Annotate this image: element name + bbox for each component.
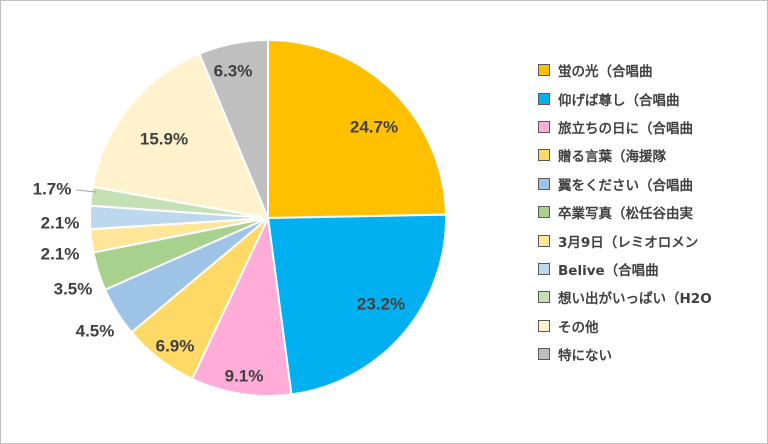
data-label: 24.7% [350,117,398,136]
pie-slice [267,38,447,220]
data-label: 15.9% [140,129,188,148]
legend-label: 蛍の光（合唱曲 [558,64,653,81]
pie-slice [198,38,269,219]
legend-label: 想い出がいっぱい（H2O [558,291,712,308]
legend-entry: 3月9日（レミオロメン [538,226,763,254]
legend-swatch [538,120,550,133]
legend-label: 旅立ちの日に（合唱曲 [558,120,693,137]
legend-entry: 贈る言葉（海援隊 [538,141,763,169]
data-label: 9.1% [225,366,264,385]
legend-swatch [538,234,550,247]
leader-line [75,189,97,193]
legend-entry: 想い出がいっぱい（H2O [538,283,763,311]
legend-swatch [538,64,550,77]
legend-label: 翼をください（合唱曲 [558,177,693,194]
legend-label: 贈る言葉（海援隊 [558,149,666,166]
legend-label: 仰げば尊し（合唱曲 [558,92,680,109]
legend-entry: その他 [538,312,763,340]
legend-label: 3月9日（レミオロメン [558,234,699,251]
legend-entry: 旅立ちの日に（合唱曲 [538,113,763,141]
data-label: 6.9% [156,336,195,355]
legend: 蛍の光（合唱曲仰げば尊し（合唱曲 旅立ちの日に（合唱曲 贈る言葉（海援隊翼をください… [538,56,763,368]
legend-swatch [538,177,550,190]
data-label: 4.5% [76,321,115,340]
legend-entry: 特にない [538,340,763,368]
legend-entry: 仰げば尊し（合唱曲 [538,84,763,112]
legend-entry: 翼をください（合唱曲 [538,170,763,198]
legend-swatch [538,348,550,361]
pie-slice [190,214,293,397]
legend-label: Belive（合唱曲 [558,262,659,279]
legend-label: 卒業写真（松任谷由実 [558,206,693,223]
legend-label: 特にない [558,348,612,365]
legend-entry: 卒業写真（松任谷由実 [538,198,763,226]
legend-swatch [538,92,550,105]
legend-swatch [538,262,550,275]
data-label: 1.7% [33,179,72,198]
legend-entry: 蛍の光（合唱曲 [538,56,763,84]
data-label: 6.3% [214,61,253,80]
legend-swatch [538,149,550,162]
pie-slice [266,213,447,396]
legend-entry: Belive（合唱曲 [538,255,763,283]
legend-label: その他 [558,319,599,336]
pie-slice [91,52,270,220]
legend-swatch [538,291,550,304]
data-label: 3.5% [54,279,93,298]
data-label: 23.2% [357,294,405,313]
legend-swatch [538,206,550,219]
legend-swatch [538,319,550,332]
data-label: 2.1% [41,244,80,263]
data-label: 2.1% [41,213,80,232]
